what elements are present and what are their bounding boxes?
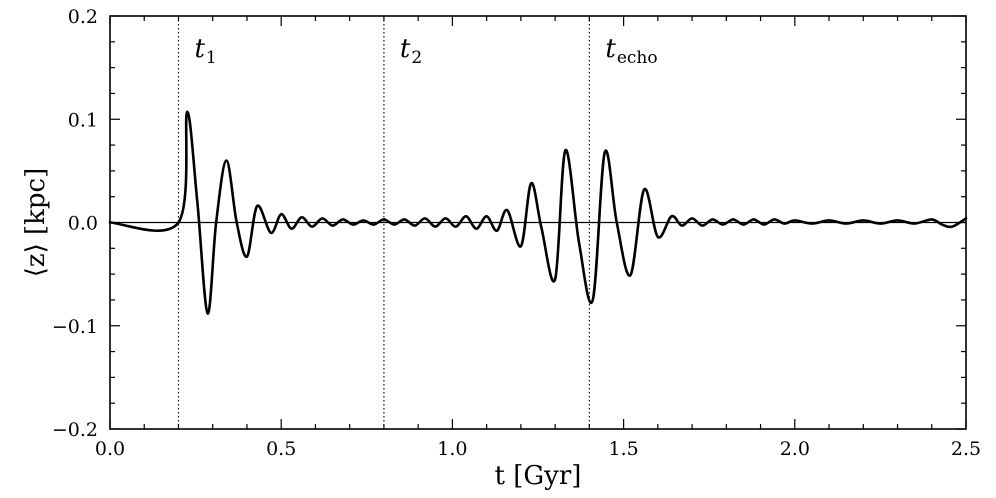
- marker-label-2: t2: [400, 34, 422, 68]
- tick-marks: [109, 15, 967, 430]
- tick-labels: 0.0 0.5 1.0 1.5 2.0 2.5 −0.2 −0.1 0.0 0.1 0.2: [52, 6, 981, 460]
- y-tick-label: −0.2: [52, 419, 98, 441]
- y-tick-label: 0.2: [68, 6, 98, 28]
- x-tick-label: 1.0: [437, 438, 467, 460]
- y-tick-label: 0.0: [68, 213, 98, 235]
- x-tick-label: 2.0: [780, 438, 810, 460]
- x-tick-label: 0.0: [95, 438, 125, 460]
- marker-label-1: t1: [194, 34, 216, 68]
- axis-labels: t [Gyr] ⟨z⟩ [kpc]: [21, 168, 581, 491]
- y-axis-label: ⟨z⟩ [kpc]: [21, 168, 51, 278]
- series-layer: [108, 110, 968, 315]
- y-tick-label: 0.1: [68, 109, 98, 131]
- marker-label-3: techo: [605, 34, 657, 68]
- x-tick-label: 1.5: [608, 438, 638, 460]
- time-markers: t1 t2 techo: [177, 16, 658, 429]
- x-axis-label: t [Gyr]: [495, 461, 582, 491]
- x-tick-label: 0.5: [266, 438, 296, 460]
- x-tick-label: 2.5: [951, 438, 981, 460]
- series-line-1: [108, 110, 968, 315]
- y-tick-label: −0.1: [52, 316, 98, 338]
